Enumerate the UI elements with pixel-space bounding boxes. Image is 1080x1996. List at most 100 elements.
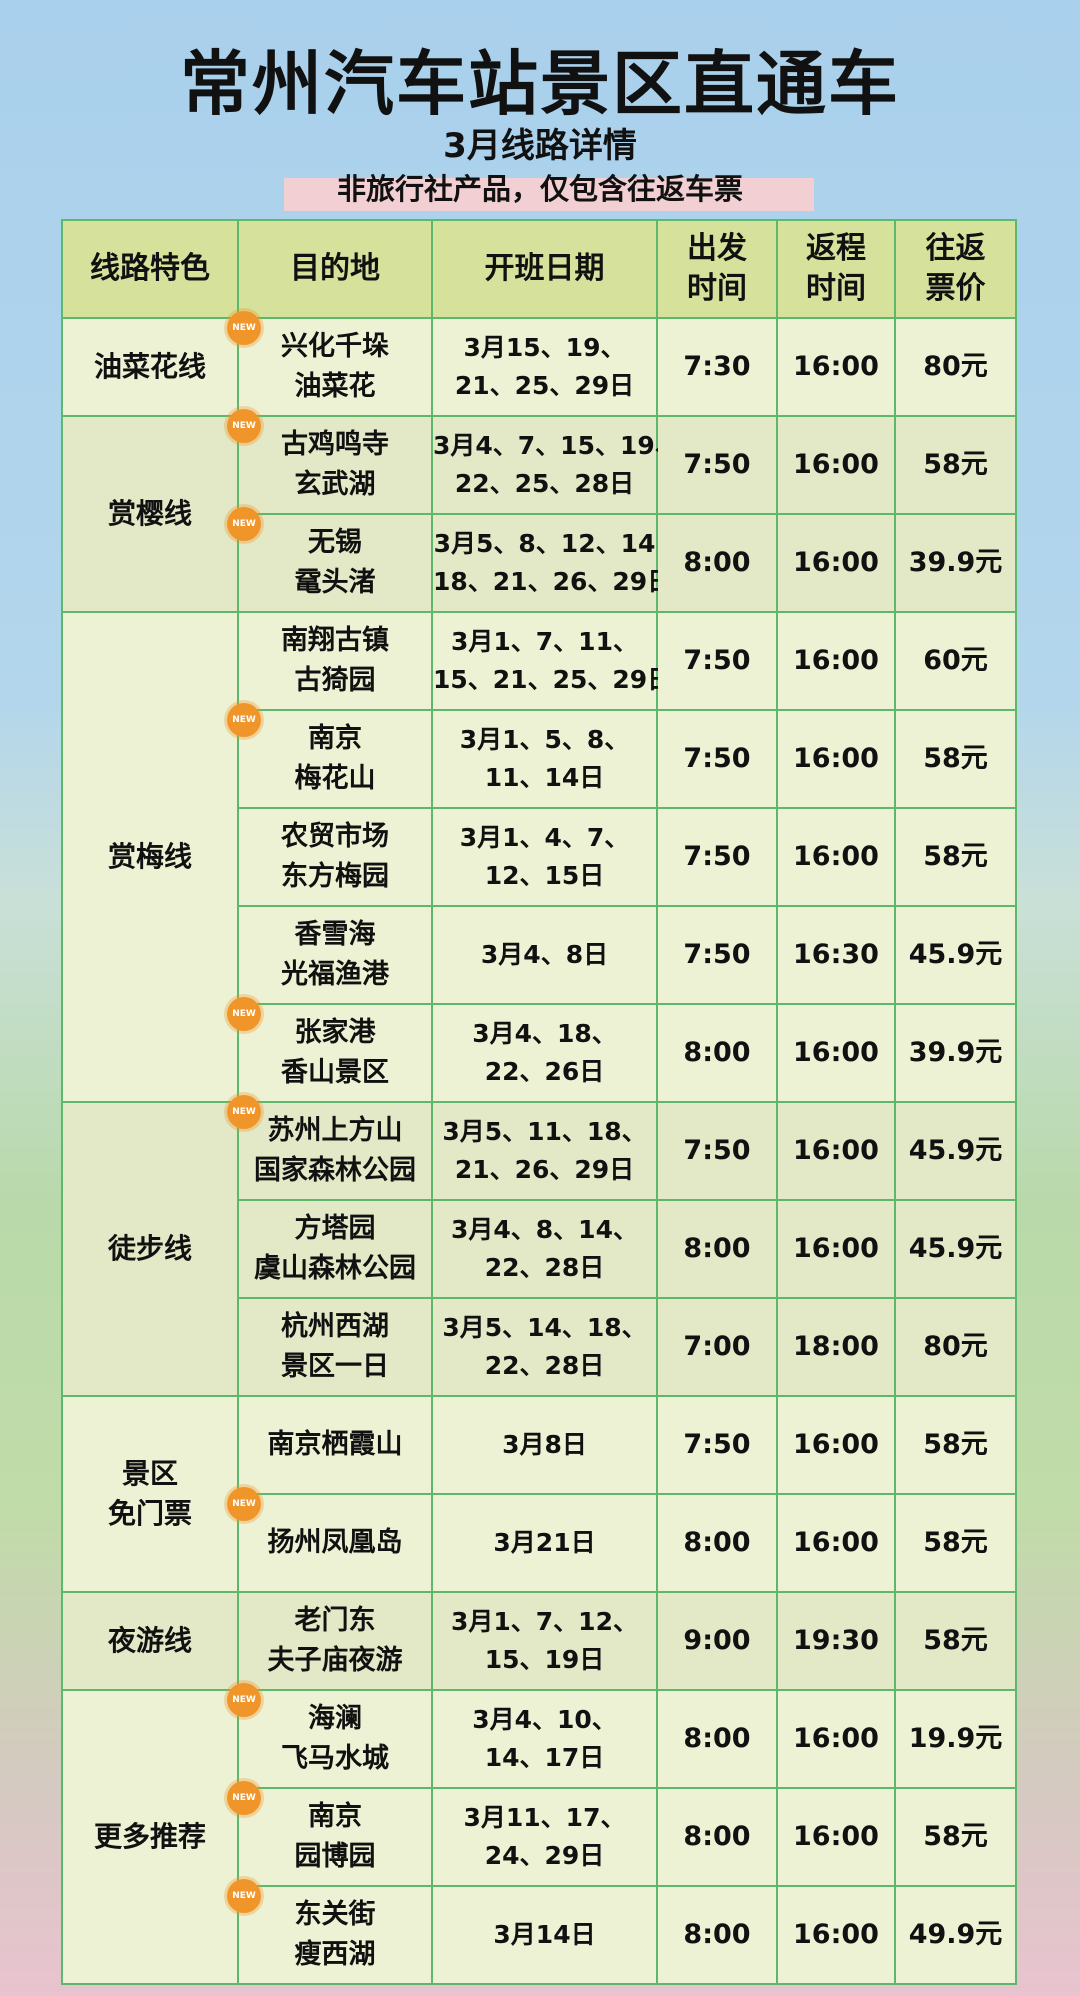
destination-name: 南京 bbox=[308, 723, 362, 754]
round-trip-price: 58元 bbox=[894, 1787, 1017, 1887]
dates-text: 3月15、19、 bbox=[463, 333, 626, 362]
destination-name: 南京栖霞山 bbox=[267, 1429, 403, 1460]
destination-name: 扬州凤凰岛 bbox=[267, 1527, 403, 1558]
return-time: 16:00 bbox=[776, 807, 896, 907]
table-row: 农贸市场 东方梅园 3月1、4、7、 12、15日 7:50 16:00 58元 bbox=[62, 807, 1017, 907]
destination-name: 苏州上方山 bbox=[267, 1115, 403, 1146]
destination-name: 鼋头渚 bbox=[294, 567, 376, 598]
dates-text: 3月1、7、11、 bbox=[451, 627, 638, 656]
dates-text: 22、25、28日 bbox=[454, 469, 635, 498]
column-header-label: 目的地 bbox=[290, 251, 380, 286]
dates-cell: 3月4、8、14、 22、28日 bbox=[431, 1199, 658, 1299]
return-time: 16:00 bbox=[776, 611, 896, 711]
destination-name: 无锡 bbox=[308, 527, 362, 558]
destination-cell: NEW 古鸡鸣寺 玄武湖 bbox=[227, 409, 433, 515]
table-row: NEW 东关街 瘦西湖 3月14日 8:00 16:00 49.9元 bbox=[62, 1879, 1017, 1985]
table-row: NEW 扬州凤凰岛 3月21日 8:00 16:00 58元 bbox=[62, 1487, 1017, 1593]
column-header: 往返 票价 bbox=[894, 219, 1017, 319]
dates-text: 22、26日 bbox=[484, 1057, 605, 1086]
table-row: NEW 无锡 鼋头渚 3月5、8、12、14 18、21、26、29日 8:00 16:00… bbox=[62, 507, 1017, 613]
route-category: 油菜花线 bbox=[61, 317, 239, 417]
dates-text: 3月5、8、12、14 bbox=[433, 529, 656, 558]
table-row: 赏樱线 NEW 古鸡鸣寺 玄武湖 3月4、7、15、19、 22、25、28日 7:50 16… bbox=[61, 409, 1017, 613]
destination-cell: NEW 兴化千垛 油菜花 bbox=[227, 311, 433, 417]
destination-name: 古猗园 bbox=[294, 665, 376, 696]
dates-text: 14、17日 bbox=[484, 1743, 605, 1772]
table-row: 夜游线 老门东 夫子庙夜游 3月1、7、12、 15、19日 9:00 19:30 58元 bbox=[61, 1591, 1017, 1691]
dates-text: 15、21、25、29日 bbox=[433, 665, 673, 694]
column-header: 目的地 bbox=[237, 219, 433, 319]
depart-time: 7:50 bbox=[656, 1395, 778, 1495]
dates-cell: 3月4、10、 14、17日 bbox=[431, 1689, 658, 1789]
depart-time: 8:00 bbox=[656, 1003, 778, 1103]
new-badge-icon: NEW bbox=[227, 1487, 261, 1521]
round-trip-price: 80元 bbox=[894, 317, 1017, 417]
dates-cell: 3月11、17、 24、29日 bbox=[431, 1787, 658, 1887]
dates-text: 3月14日 bbox=[493, 1920, 596, 1949]
destination-cell: NEW 南京 园博园 bbox=[227, 1781, 433, 1887]
return-time: 16:00 bbox=[776, 317, 896, 417]
dates-cell: 3月1、7、11、 15、21、25、29日 bbox=[431, 611, 673, 711]
dates-text: 3月11、17、 bbox=[463, 1803, 626, 1832]
schedule-table: 线路特色 目的地 开班日期 出发 时间 返程 时间 往返 票价 油菜花线 NEW 兴化千垛 油菜花 3月… bbox=[61, 219, 1017, 1985]
destination-cell: NEW 扬州凤凰岛 bbox=[227, 1487, 433, 1593]
depart-time: 7:50 bbox=[656, 415, 778, 515]
destination-name: 飞马水城 bbox=[281, 1743, 389, 1774]
dates-cell: 3月4、18、 22、26日 bbox=[431, 1003, 658, 1103]
dates-cell: 3月4、8日 bbox=[431, 905, 658, 1005]
return-time: 16:00 bbox=[776, 1885, 896, 1985]
dates-cell: 3月15、19、 21、25、29日 bbox=[431, 317, 658, 417]
dates-text: 22、28日 bbox=[484, 1253, 605, 1282]
dates-text: 11、14日 bbox=[484, 763, 605, 792]
column-header-label: 线路特色 bbox=[90, 251, 210, 286]
destination-name: 老门东 bbox=[294, 1605, 376, 1636]
dates-text: 21、26、29日 bbox=[454, 1155, 635, 1184]
dates-text: 3月4、7、15、19、 bbox=[433, 431, 680, 460]
route-category: 徒步线 bbox=[61, 1101, 239, 1397]
page-title: 常州汽车站景区直通车 bbox=[180, 43, 900, 125]
new-badge-icon: NEW bbox=[227, 1095, 261, 1129]
return-time: 16:00 bbox=[776, 513, 896, 613]
depart-time: 7:00 bbox=[656, 1297, 778, 1397]
round-trip-price: 19.9元 bbox=[894, 1689, 1017, 1789]
new-badge-icon: NEW bbox=[227, 1879, 261, 1913]
dates-text: 24、29日 bbox=[484, 1841, 605, 1870]
route-category-label: 景区 bbox=[121, 1457, 178, 1490]
destination-name: 海澜 bbox=[308, 1703, 362, 1734]
table-row: 徒步线 NEW 苏州上方山 国家森林公园 3月5、11、18、 21、26、29日 7:50… bbox=[61, 1095, 1017, 1397]
round-trip-price: 58元 bbox=[894, 1493, 1017, 1593]
destination-cell: 南京栖霞山 bbox=[237, 1395, 433, 1495]
dates-text: 3月1、7、12、 bbox=[451, 1607, 638, 1636]
new-badge-icon: NEW bbox=[227, 997, 261, 1031]
column-header-label: 往返 bbox=[925, 231, 986, 266]
return-time: 16:00 bbox=[776, 709, 896, 809]
dates-text: 21、25、29日 bbox=[454, 371, 635, 400]
dates-text: 3月8日 bbox=[502, 1430, 587, 1459]
return-time: 16:00 bbox=[776, 415, 896, 515]
new-badge-icon: NEW bbox=[227, 703, 261, 737]
new-badge-icon: NEW bbox=[227, 1683, 261, 1717]
depart-time: 8:00 bbox=[656, 1689, 778, 1789]
dates-cell: 3月5、11、18、 21、26、29日 bbox=[431, 1101, 658, 1201]
depart-time: 7:50 bbox=[656, 905, 778, 1005]
dates-text: 3月4、18、 bbox=[472, 1019, 617, 1048]
table-header-row: 线路特色 目的地 开班日期 出发 时间 返程 时间 往返 票价 bbox=[61, 219, 1017, 319]
destination-cell: NEW 南京 梅花山 bbox=[227, 703, 433, 809]
route-category-label: 免门票 bbox=[107, 1497, 192, 1530]
table-row: 方塔园 虞山森林公园 3月4、8、14、 22、28日 8:00 16:00 45.9元 bbox=[62, 1199, 1017, 1299]
destination-name: 古鸡鸣寺 bbox=[281, 429, 389, 460]
column-header: 开班日期 bbox=[431, 219, 658, 319]
column-header-label: 时间 bbox=[687, 271, 747, 306]
table-row: 杭州西湖 景区一日 3月5、14、18、 22、28日 7:00 18:00 80元 bbox=[62, 1297, 1017, 1397]
dates-text: 3月4、8日 bbox=[480, 940, 609, 969]
depart-time: 7:50 bbox=[656, 611, 778, 711]
destination-cell: 香雪海 光福渔港 bbox=[237, 905, 433, 1005]
round-trip-price: 45.9元 bbox=[894, 1199, 1017, 1299]
dates-text: 3月1、5、8、 bbox=[459, 725, 630, 754]
destination-name: 夫子庙夜游 bbox=[267, 1645, 403, 1676]
destination-name: 油菜花 bbox=[294, 371, 376, 402]
depart-time: 9:00 bbox=[656, 1591, 778, 1691]
destination-cell: 南翔古镇 古猗园 bbox=[237, 611, 433, 711]
depart-time: 7:30 bbox=[656, 317, 778, 417]
new-badge-icon: NEW bbox=[227, 1781, 261, 1815]
